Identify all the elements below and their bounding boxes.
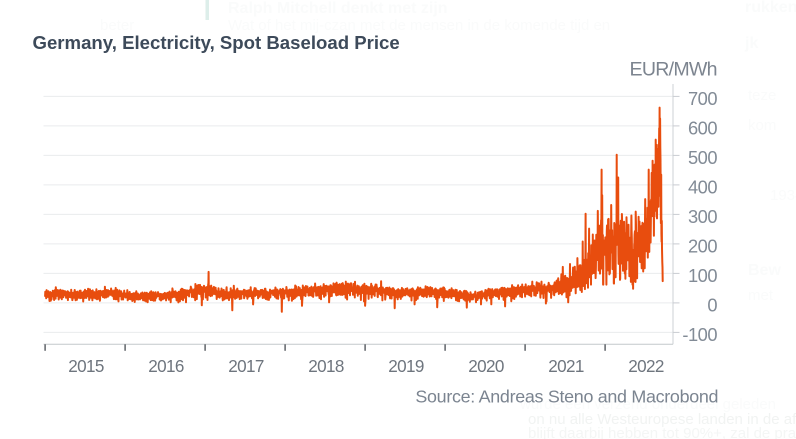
svg-text:100: 100 bbox=[688, 265, 717, 286]
svg-text:700: 700 bbox=[688, 88, 717, 109]
svg-text:2015: 2015 bbox=[68, 357, 104, 376]
svg-text:-100: -100 bbox=[682, 324, 717, 345]
svg-text:2021: 2021 bbox=[548, 357, 584, 376]
svg-text:2022: 2022 bbox=[628, 357, 664, 376]
svg-text:Source: Andreas Steno and Macr: Source: Andreas Steno and Macrobond bbox=[415, 386, 718, 406]
svg-text:300: 300 bbox=[688, 206, 717, 227]
svg-text:2018: 2018 bbox=[308, 357, 344, 376]
svg-text:jk: jk bbox=[744, 35, 758, 52]
svg-text:Bew: Bew bbox=[748, 262, 781, 279]
svg-text:kom: kom bbox=[748, 117, 776, 134]
svg-text:2020: 2020 bbox=[468, 357, 504, 376]
svg-text:blijft daarbij hebben tot 90%+: blijft daarbij hebben tot 90%+, zal de p… bbox=[528, 425, 796, 439]
svg-text:600: 600 bbox=[688, 117, 717, 138]
svg-text:500: 500 bbox=[688, 147, 717, 168]
svg-text:0: 0 bbox=[707, 294, 717, 315]
svg-text:2017: 2017 bbox=[228, 357, 264, 376]
svg-text:on nu alle Westeuropese landen: on nu alle Westeuropese landen in de afg… bbox=[528, 411, 796, 428]
svg-text:teze: teze bbox=[748, 87, 776, 104]
svg-text:2016: 2016 bbox=[148, 357, 184, 376]
svg-text:200: 200 bbox=[688, 235, 717, 256]
svg-text:EUR/MWh: EUR/MWh bbox=[630, 59, 717, 81]
svg-text:beter: beter bbox=[100, 17, 134, 34]
svg-text:Wat of het mij-czan met de men: Wat of het mij-czan met de mensen in de … bbox=[228, 17, 610, 34]
svg-text:1934: 1934 bbox=[770, 187, 796, 204]
svg-text:Ralph Mitchell denkt met zijn: Ralph Mitchell denkt met zijn bbox=[228, 0, 448, 17]
svg-text:Germany, Electricity, Spot Bas: Germany, Electricity, Spot Baseload Pric… bbox=[33, 32, 400, 53]
svg-text:400: 400 bbox=[688, 176, 717, 197]
svg-text:rukken: rukken bbox=[745, 0, 796, 16]
svg-text:met: met bbox=[748, 287, 774, 304]
svg-text:2019: 2019 bbox=[388, 357, 424, 376]
svg-text:wurde een verzend onderdeel ge: wurde een verzend onderdeel geleden bbox=[519, 396, 776, 413]
